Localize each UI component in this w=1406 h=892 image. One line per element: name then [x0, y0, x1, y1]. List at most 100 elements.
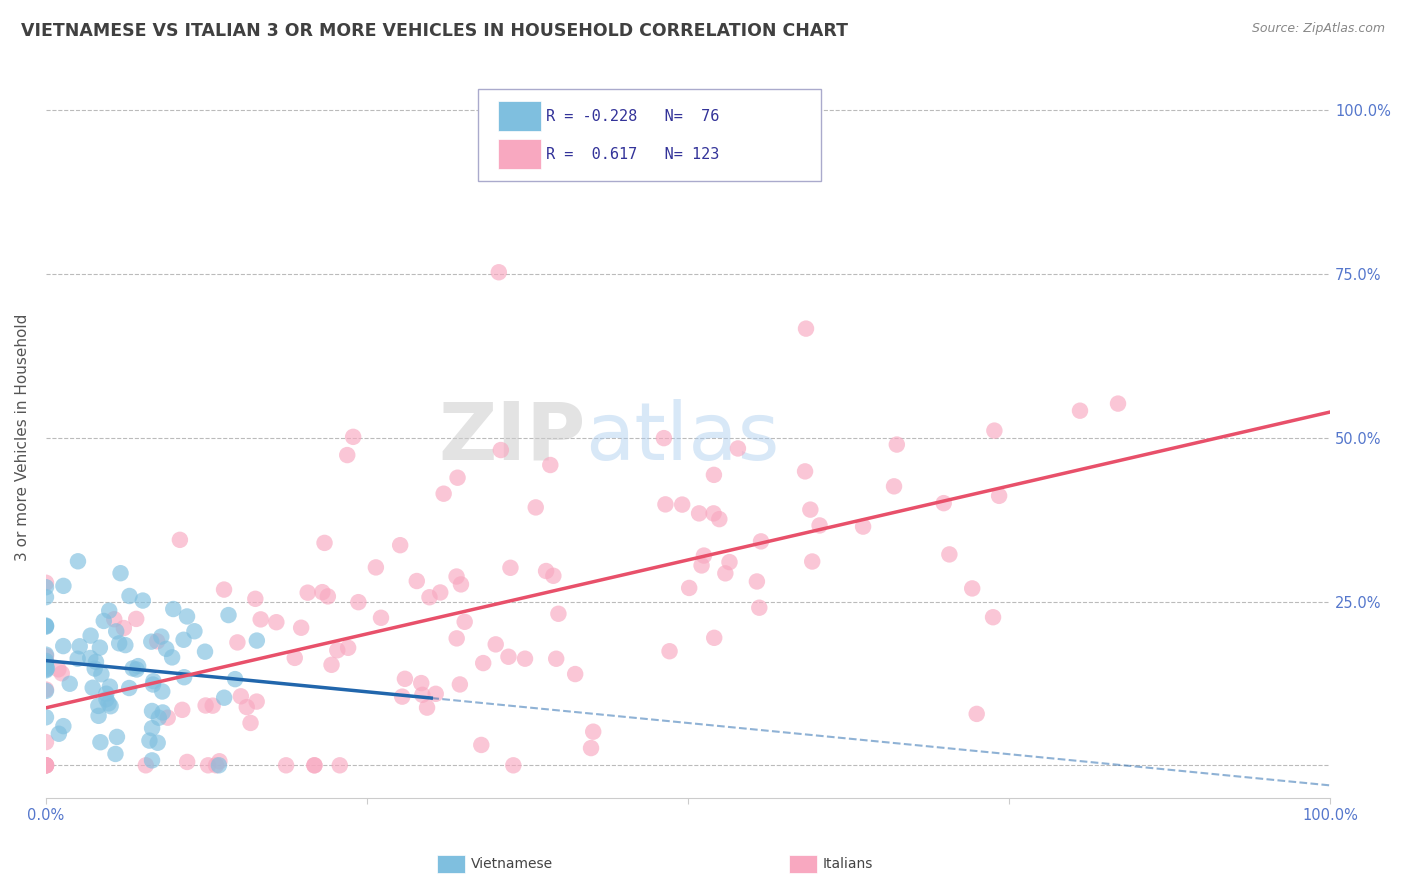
Point [212, 582, 235, 597]
Point [169, 533, 191, 547]
Point [156, 711, 179, 725]
Point [35, 648, 58, 662]
Point [103, 612, 125, 626]
Point [82, 681, 104, 695]
Point [138, 733, 160, 747]
Point [194, 698, 217, 713]
Text: Vietnamese: Vietnamese [471, 857, 553, 871]
Point [801, 554, 824, 568]
Point [173, 632, 195, 647]
Text: R =  0.617   N= 123: R = 0.617 N= 123 [547, 146, 720, 161]
Point [229, 690, 252, 704]
Point [197, 758, 219, 772]
Point [35, 662, 58, 676]
Point [446, 471, 468, 485]
Point [981, 610, 1004, 624]
Point [314, 536, 336, 550]
Point [693, 549, 716, 563]
Point [411, 676, 433, 690]
Point [89, 735, 111, 749]
Y-axis label: 3 or more Vehicles in Household: 3 or more Vehicles in Household [15, 314, 30, 561]
Point [1107, 396, 1129, 410]
Point [35, 663, 58, 677]
Point [326, 643, 349, 657]
Point [98, 680, 121, 694]
Point [808, 518, 831, 533]
Point [35, 619, 58, 633]
Point [960, 582, 983, 596]
Point [654, 497, 676, 511]
Point [35, 661, 58, 675]
Point [48, 662, 70, 676]
Point [714, 566, 737, 581]
Point [886, 437, 908, 451]
Point [89, 640, 111, 655]
Point [146, 634, 169, 648]
Point [534, 564, 557, 578]
Point [66, 651, 89, 665]
Point [678, 581, 700, 595]
Point [718, 555, 741, 569]
Point [104, 747, 127, 761]
Point [329, 758, 352, 772]
Point [183, 624, 205, 639]
Point [87, 708, 110, 723]
Point [208, 758, 231, 772]
Point [749, 534, 772, 549]
Point [304, 758, 326, 772]
Point [416, 700, 439, 714]
Point [988, 489, 1011, 503]
Point [499, 561, 522, 575]
Point [852, 519, 875, 533]
Point [79, 651, 101, 665]
Point [311, 585, 333, 599]
Point [35, 758, 58, 772]
Point [52, 639, 75, 653]
Point [90, 667, 112, 681]
Point [411, 688, 433, 702]
Point [449, 677, 471, 691]
Point [246, 633, 269, 648]
Point [141, 721, 163, 735]
Point [66, 554, 89, 568]
Point [446, 632, 468, 646]
Point [148, 711, 170, 725]
Point [118, 681, 141, 695]
Point [433, 486, 456, 500]
Point [938, 548, 960, 562]
Point [35, 682, 58, 697]
Point [208, 754, 231, 768]
Point [347, 595, 370, 609]
Point [112, 621, 135, 635]
Text: Source: ZipAtlas.com: Source: ZipAtlas.com [1251, 22, 1385, 36]
Point [658, 644, 681, 658]
Point [498, 649, 520, 664]
Point [429, 585, 451, 599]
Point [35, 656, 58, 670]
Point [100, 699, 122, 714]
Text: VIETNAMESE VS ITALIAN 3 OR MORE VEHICLES IN HOUSEHOLD CORRELATION CHART: VIETNAMESE VS ITALIAN 3 OR MORE VEHICLES… [21, 22, 848, 40]
Point [342, 430, 364, 444]
Point [405, 574, 427, 588]
Point [337, 640, 360, 655]
Point [218, 608, 240, 623]
Point [266, 615, 288, 630]
Point [703, 631, 725, 645]
Point [799, 502, 821, 516]
Point [290, 621, 312, 635]
Point [155, 641, 177, 656]
Point [108, 636, 131, 650]
Point [52, 579, 75, 593]
Point [35, 649, 58, 664]
Point [194, 645, 217, 659]
Point [118, 589, 141, 603]
Point [336, 448, 359, 462]
Point [35, 683, 58, 698]
Point [35, 618, 58, 632]
Point [883, 479, 905, 493]
Point [142, 677, 165, 691]
Point [141, 704, 163, 718]
Point [450, 577, 472, 591]
Point [236, 700, 259, 714]
Point [364, 560, 387, 574]
